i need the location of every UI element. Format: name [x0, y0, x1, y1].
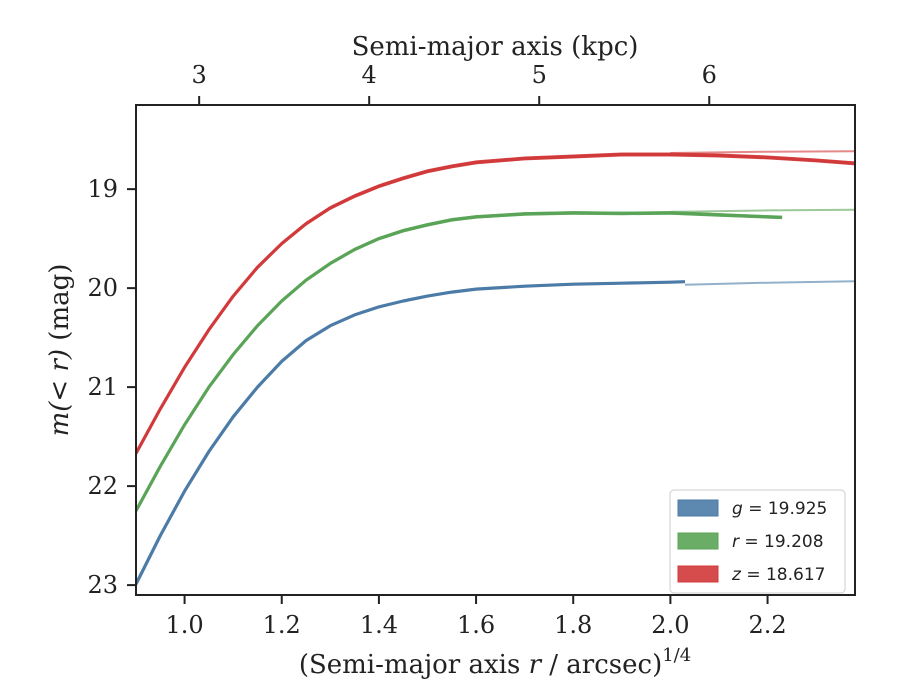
x-tick-label: 1.0 [165, 611, 203, 639]
legend-item-r: r = 19.208 [677, 532, 824, 552]
x-tick-label: 2.2 [748, 611, 786, 639]
y-axis-title: m(< r) (mag) [45, 264, 75, 437]
y-tick-label: 22 [87, 472, 118, 500]
y-tick-label: 21 [87, 373, 118, 401]
series-g-model-line [684, 280, 855, 286]
legend-item-z: z = 18.617 [677, 565, 825, 585]
legend-swatch-g [677, 499, 719, 517]
series-z-line [136, 152, 855, 455]
x-tick-label: 1.2 [263, 611, 301, 639]
x-tick-label: 2.0 [651, 611, 689, 639]
series-g-band [136, 280, 685, 586]
series-r [136, 208, 855, 513]
series-g-line [136, 280, 686, 585]
series-r-model-line [670, 208, 855, 213]
legend-label-z: z = 18.617 [731, 565, 825, 585]
x-axis-title-exponent: 1/4 [662, 645, 691, 666]
x-tick-label: 1.6 [457, 611, 495, 639]
top-tick-label: 6 [702, 61, 717, 89]
legend: g = 19.925 r = 19.208 z = 18.617 [669, 489, 846, 594]
series-z-model-line [670, 150, 855, 154]
legend-item-g: g = 19.925 [677, 499, 827, 519]
legend-swatch-r [677, 532, 719, 550]
top-axis-title: Semi-major axis (kpc) [352, 32, 639, 62]
y-axis-title-unit: (mag) [45, 264, 75, 349]
y-tick-label: 20 [87, 274, 118, 302]
x-axis-title-var: r [529, 650, 543, 680]
legend-label-r: r = 19.208 [732, 532, 824, 552]
top-tick-label: 5 [532, 61, 547, 89]
ticks-layer: 1.0 1.2 1.4 1.6 1.8 2.0 2.2 19 20 21 22 23 3 4 5 6 [87, 61, 786, 639]
legend-label-g: g = 19.925 [732, 499, 827, 519]
data-layer [136, 150, 855, 586]
legend-swatch-z [677, 565, 719, 583]
series-g [136, 280, 855, 586]
y-tick-label: 19 [87, 175, 118, 203]
top-tick-label: 4 [362, 61, 377, 89]
series-r-line [136, 211, 783, 512]
plot-frame [135, 104, 856, 596]
x-axis-title-pre: (Semi-major axis [299, 650, 529, 680]
x-tick-label: 1.4 [360, 611, 398, 639]
series-r-band [136, 211, 783, 513]
y-tick-label: 23 [87, 571, 118, 599]
y-axis-title-math: m(< r) [45, 349, 75, 436]
top-tick-label: 3 [192, 61, 207, 89]
series-z-band [136, 152, 855, 456]
x-tick-label: 1.8 [554, 611, 592, 639]
x-axis-title-post: / arcsec) [541, 650, 662, 680]
series-z [136, 150, 855, 456]
x-axis-title: (Semi-major axis r / arcsec)1/4 [299, 645, 691, 680]
